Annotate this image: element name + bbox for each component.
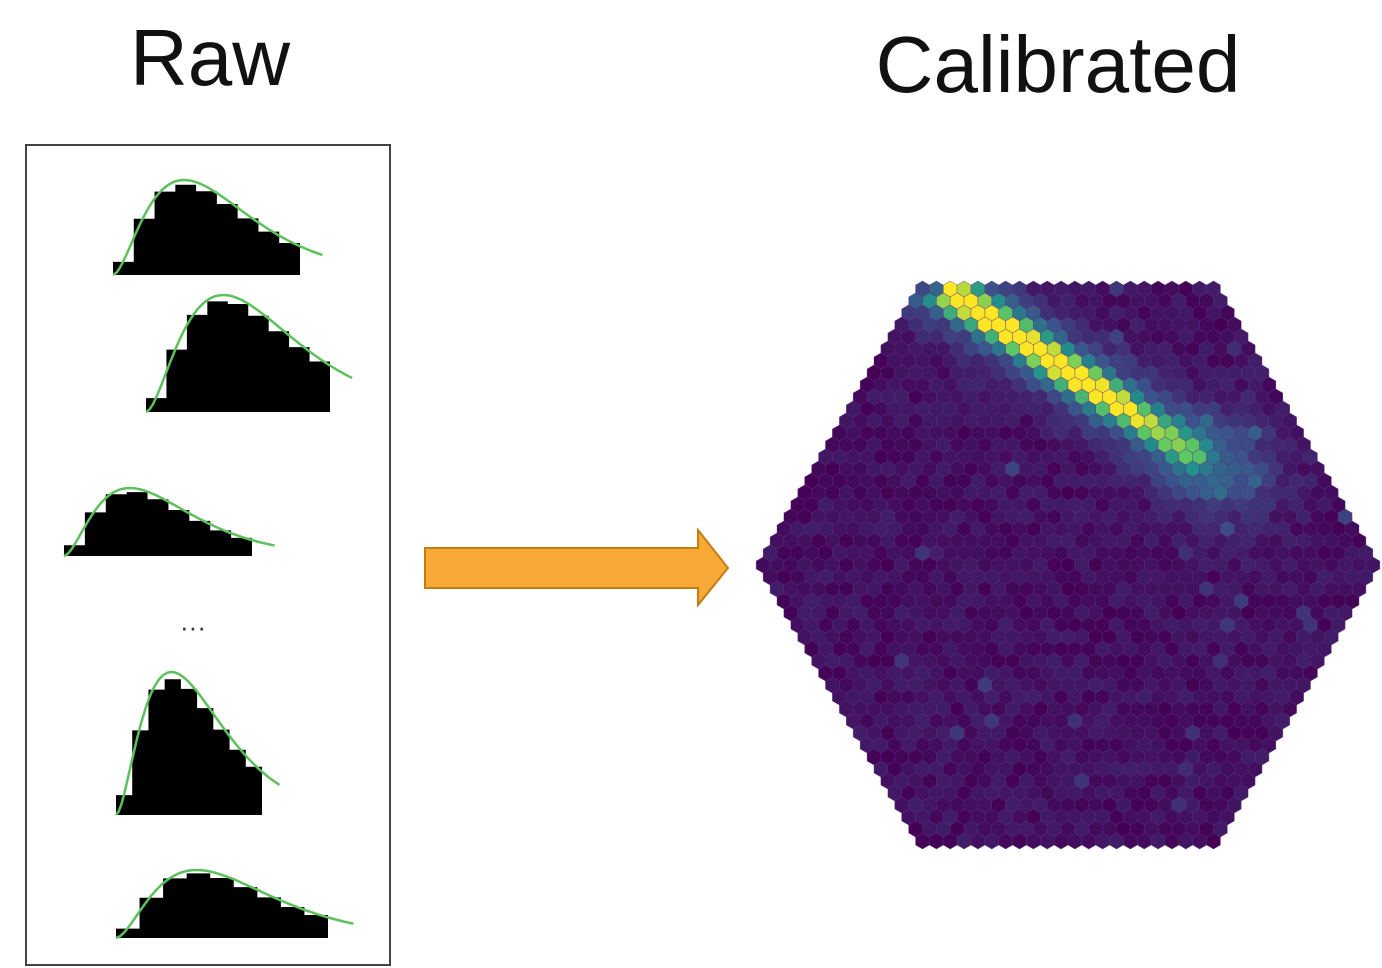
raw-title: Raw xyxy=(130,13,290,102)
camera-image xyxy=(756,281,1380,849)
calibrated-title: Calibrated xyxy=(876,20,1241,109)
ellipsis: ··· xyxy=(180,612,206,642)
arrow xyxy=(425,530,728,605)
page: Raw Calibrated ··· (() => { const data =… xyxy=(0,0,1382,968)
diagram: Raw Calibrated ··· xyxy=(0,0,1382,968)
